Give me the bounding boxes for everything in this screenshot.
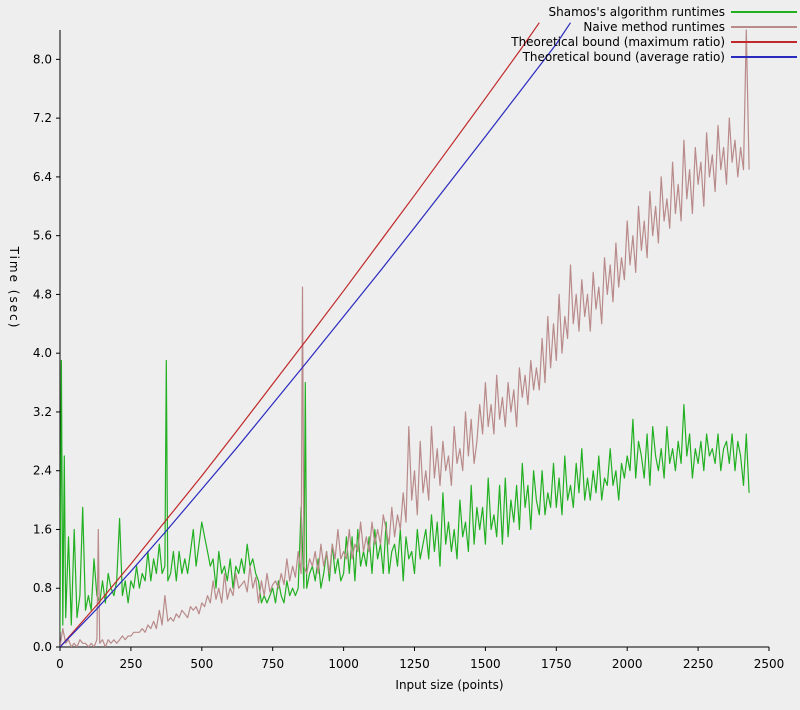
legend-label-2: Theoretical bound (maximum ratio): [510, 35, 725, 49]
y-tick-label: 2.4: [33, 464, 52, 478]
x-tick-label: 1750: [541, 657, 572, 671]
y-tick-label: 1.6: [33, 522, 52, 536]
y-tick-label: 4.0: [33, 346, 52, 360]
legend-label-3: Theoretical bound (average ratio): [522, 50, 725, 64]
legend-label-1: Naive method runtimes: [583, 20, 725, 34]
series-line-2: [60, 22, 540, 647]
y-tick-label: 7.2: [33, 111, 52, 125]
x-tick-label: 250: [119, 657, 142, 671]
plot-area: [60, 22, 750, 647]
y-tick-label: 8.0: [33, 52, 52, 66]
x-tick-label: 750: [261, 657, 284, 671]
legend-label-0: Shamos's algorithm runtimes: [549, 5, 725, 19]
series-line-3: [60, 22, 571, 647]
series-line-0: [60, 359, 750, 633]
axes: 0 250 500 750 1000 1250 1500 1750 2000 2250 2500 0.…: [7, 30, 784, 692]
y-tick-label: 0.8: [33, 581, 52, 595]
x-tick-label: 2250: [683, 657, 714, 671]
x-tick-label: 0: [56, 657, 64, 671]
x-tick-label: 1500: [470, 657, 501, 671]
y-tick-label: 5.6: [33, 229, 52, 243]
y-axis-title: Time (sec): [7, 246, 21, 330]
y-tick-label: 4.8: [33, 287, 52, 301]
x-tick-label: 1250: [399, 657, 430, 671]
y-tick-label: 6.4: [33, 170, 52, 184]
y-tick-label: 3.2: [33, 405, 52, 419]
x-tick-label: 500: [190, 657, 213, 671]
series-line-1: [60, 29, 750, 647]
x-tick-label: 1000: [328, 657, 359, 671]
y-tick-label: 0.0: [33, 640, 52, 654]
x-tick-label: 2000: [612, 657, 643, 671]
x-axis-title: Input size (points): [395, 678, 503, 692]
x-tick-label: 2500: [754, 657, 785, 671]
